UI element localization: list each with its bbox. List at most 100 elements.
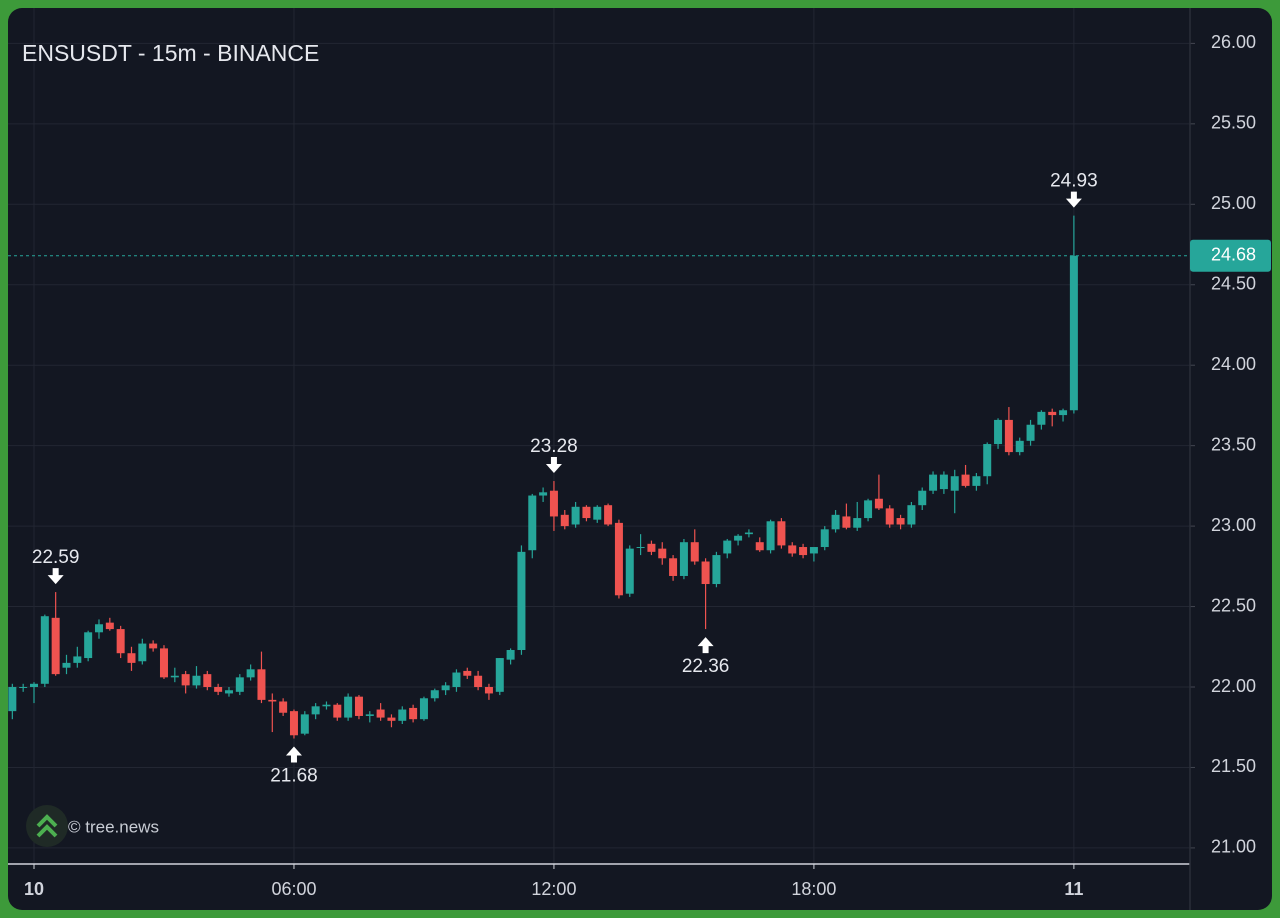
- candle-body: [246, 669, 255, 678]
- candle-body: [73, 656, 82, 663]
- x-tick-label: 12:00: [531, 879, 576, 899]
- candle-body: [224, 690, 233, 694]
- annotation-label: 24.93: [1050, 171, 1098, 192]
- candle-body: [517, 551, 526, 650]
- candle-body: [40, 616, 49, 684]
- candle-body: [1015, 440, 1024, 453]
- chart-panel: [8, 8, 1272, 910]
- y-tick-label: 23.50: [1211, 434, 1256, 454]
- candle-body: [625, 548, 634, 594]
- candle-body: [441, 685, 450, 691]
- candle-body: [170, 675, 179, 678]
- candle-body: [744, 532, 753, 535]
- annotation-label: 22.59: [32, 547, 80, 568]
- candle-body: [766, 521, 775, 551]
- candle-body: [560, 514, 569, 527]
- candle-body: [853, 518, 862, 528]
- candle-body: [300, 714, 309, 734]
- y-tick-label: 25.00: [1211, 193, 1256, 213]
- candle-body: [604, 505, 613, 525]
- candle-body: [788, 545, 797, 554]
- candle-body: [8, 687, 17, 712]
- last-price-label: 24.68: [1211, 245, 1256, 265]
- candle-body: [333, 704, 342, 718]
- candle-body: [409, 707, 418, 720]
- candle-body: [344, 696, 353, 718]
- candle-body: [474, 675, 483, 688]
- candle-body: [918, 490, 927, 506]
- candle-body: [322, 704, 331, 707]
- chart-title: ENSUSDT - 15m - BINANCE: [22, 40, 319, 66]
- candle-body: [1026, 424, 1035, 441]
- annotation-arrow: [545, 457, 562, 474]
- watermark: © tree.news: [68, 817, 159, 836]
- candle-body: [972, 476, 981, 486]
- annotation-arrow: [697, 637, 714, 654]
- candle-body: [29, 683, 38, 688]
- candle-body: [679, 542, 688, 576]
- candle-body: [1059, 410, 1068, 416]
- candle-body: [929, 474, 938, 491]
- candle-body: [950, 476, 959, 491]
- candle-body: [658, 548, 667, 559]
- candle-body: [159, 648, 168, 678]
- candle-body: [495, 658, 504, 692]
- y-tick-label: 21.50: [1211, 756, 1256, 776]
- y-tick-label: 22.00: [1211, 676, 1256, 696]
- candle-body: [994, 419, 1003, 445]
- x-tick-label: 10: [24, 879, 44, 899]
- candle-body: [647, 543, 656, 552]
- y-tick-label: 23.00: [1211, 515, 1256, 535]
- y-tick-label: 22.50: [1211, 595, 1256, 615]
- candle-body: [907, 505, 916, 525]
- candle-body: [874, 498, 883, 509]
- candle-body: [593, 506, 602, 520]
- x-tick-label: 18:00: [791, 879, 836, 899]
- candle-body: [1069, 255, 1078, 411]
- candle-body: [1048, 411, 1057, 416]
- candle-body: [961, 474, 970, 486]
- candle-body: [809, 547, 818, 554]
- candle-body: [506, 650, 515, 660]
- annotation-label: 21.68: [270, 766, 318, 787]
- candle-body: [712, 555, 721, 585]
- candle-body: [777, 521, 786, 546]
- candle-body: [398, 709, 407, 721]
- candle-body: [842, 516, 851, 528]
- candle-body: [116, 629, 125, 654]
- candle-body: [690, 542, 699, 562]
- candle-body: [528, 495, 537, 551]
- candle-body: [268, 699, 277, 702]
- annotation-label: 22.36: [682, 656, 730, 677]
- y-tick-label: 21.00: [1211, 837, 1256, 857]
- candle-body: [430, 690, 439, 699]
- candle-body: [19, 687, 28, 689]
- annotation-arrow: [1065, 191, 1082, 208]
- candle-body: [279, 701, 288, 713]
- candle-body: [127, 653, 136, 663]
- candle-body: [1037, 411, 1046, 425]
- candle-body: [571, 506, 580, 525]
- y-tick-label: 24.50: [1211, 274, 1256, 294]
- candle-body: [235, 677, 244, 692]
- annotation-arrow: [47, 568, 64, 585]
- candle-body: [452, 672, 461, 688]
- candle-body: [939, 474, 948, 490]
- candle-body: [799, 547, 808, 556]
- candle-body: [549, 490, 558, 517]
- candle-body: [669, 558, 678, 576]
- candle-body: [354, 696, 363, 716]
- candle-body: [84, 632, 93, 659]
- candle-body: [311, 706, 320, 715]
- y-tick-label: 25.50: [1211, 113, 1256, 133]
- annotation-label: 23.28: [530, 436, 578, 457]
- candle-body: [365, 714, 374, 716]
- candle-body: [864, 500, 873, 519]
- candle-body: [701, 561, 710, 585]
- candle-body: [149, 643, 158, 649]
- candle-body: [192, 675, 201, 686]
- candle-body: [1004, 419, 1013, 453]
- x-tick-label: 06:00: [271, 879, 316, 899]
- candle-body: [463, 670, 472, 676]
- y-tick-label: 26.00: [1211, 32, 1256, 52]
